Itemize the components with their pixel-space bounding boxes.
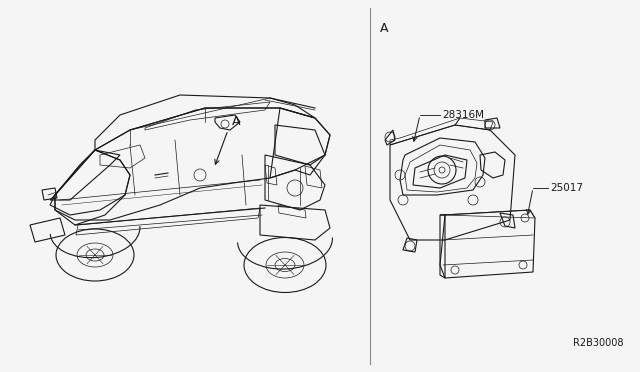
Text: A: A	[380, 22, 388, 35]
Text: 25017: 25017	[550, 183, 583, 193]
Text: R2B30008: R2B30008	[573, 338, 624, 348]
Text: A: A	[232, 115, 241, 128]
Text: 28316M: 28316M	[442, 110, 484, 120]
